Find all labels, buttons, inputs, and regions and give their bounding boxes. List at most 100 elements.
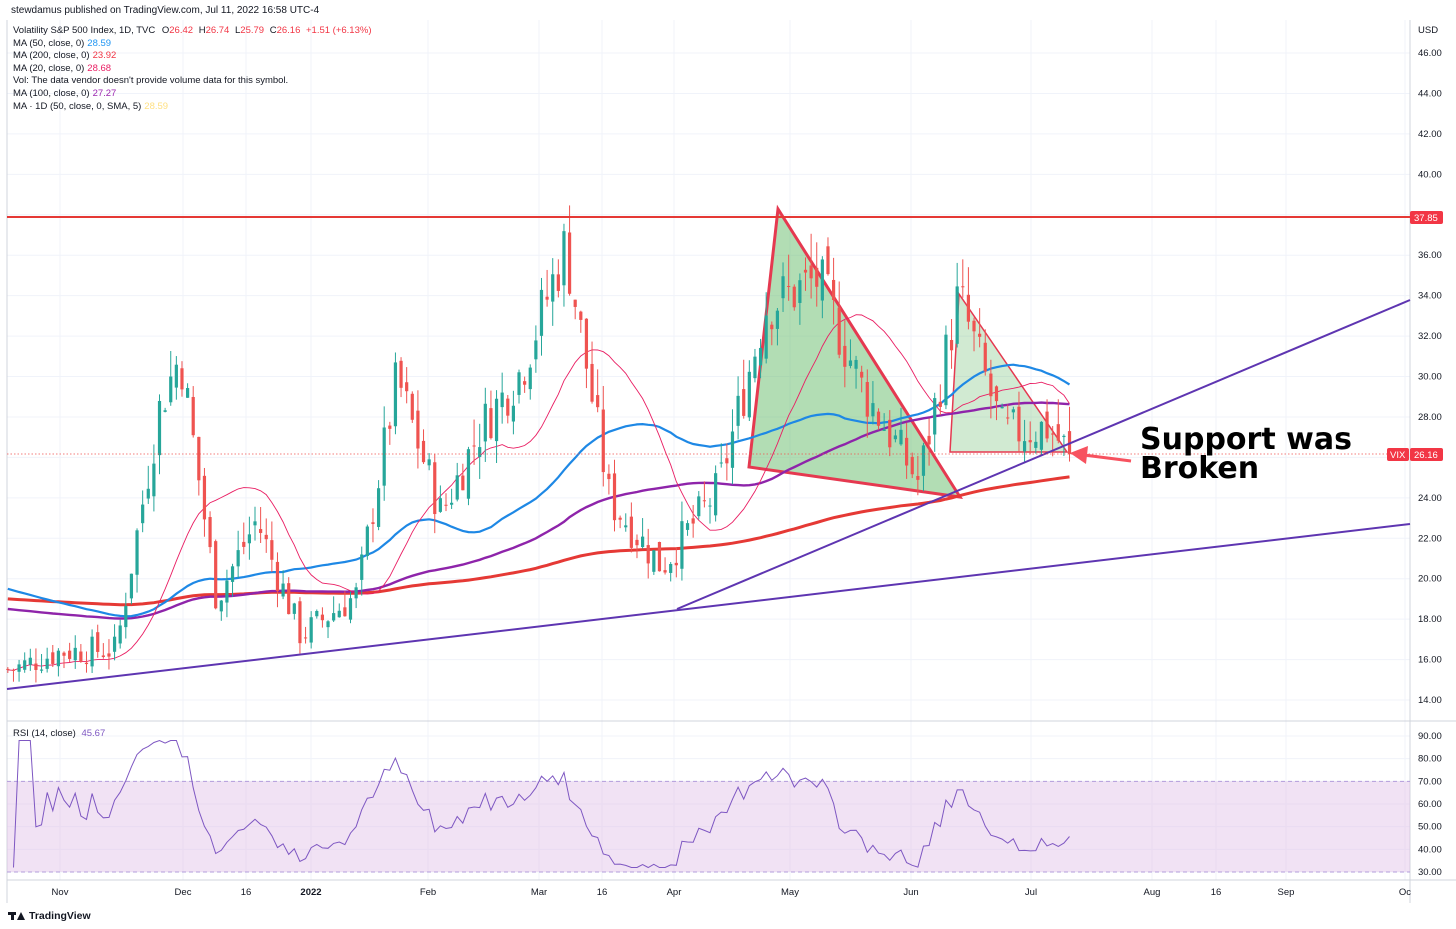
- candle-body: [1028, 440, 1032, 443]
- candle-body: [455, 475, 459, 500]
- candle-body: [219, 600, 223, 612]
- candle-body: [854, 359, 858, 369]
- price-tick-label: 30.00: [1418, 372, 1442, 383]
- rsi-legend[interactable]: RSI (14, close) 45.67: [13, 728, 105, 739]
- candle-body: [831, 279, 836, 301]
- candle-body: [685, 523, 690, 530]
- publisher-line: stewdamus published on TradingView.com, …: [11, 5, 320, 16]
- rsi-line: [13, 739, 1070, 869]
- rsi-tick-label: 60.00: [1418, 799, 1442, 810]
- candle-body: [281, 583, 285, 597]
- candle-body: [214, 541, 218, 609]
- price-tick-label: 28.00: [1418, 412, 1442, 423]
- time-tick-label: Feb: [420, 887, 436, 898]
- candle-body: [388, 425, 392, 429]
- candle-body: [927, 435, 931, 445]
- candle-body: [326, 621, 330, 628]
- candle-body: [124, 605, 128, 628]
- candle-body: [309, 617, 313, 643]
- rsi-axis[interactable]: 90.00 80.00 70.00 60.00 50.00 40.00 30.00: [1418, 731, 1442, 878]
- ma-100-line: [7, 401, 1070, 620]
- candle-body: [545, 296, 549, 300]
- candle-body: [376, 488, 381, 527]
- candle-body: [332, 613, 336, 621]
- candle-body: [101, 655, 105, 657]
- indicator-row-ma20[interactable]: MA (20, close, 0) 28.68: [13, 63, 372, 76]
- candle-body: [405, 382, 409, 392]
- tv-logo-icon: [8, 912, 25, 920]
- candle-body: [169, 376, 173, 403]
- candle-body: [180, 368, 184, 390]
- price-tick-label: 40.00: [1418, 169, 1442, 180]
- candle-body: [753, 356, 757, 379]
- time-tick-label: Jul: [1025, 887, 1037, 898]
- rsi-tick-label: 30.00: [1418, 867, 1442, 878]
- candle-body: [764, 315, 768, 359]
- candle-body: [556, 274, 560, 291]
- candle-body: [135, 530, 139, 575]
- candle-body: [163, 410, 167, 412]
- triangle-pattern-1[interactable]: [747, 204, 964, 499]
- rsi-value: 45.67: [81, 728, 106, 739]
- indicator-label: MA · 1D (50, close, 0, SMA, 5): [13, 100, 142, 112]
- candle-body: [90, 636, 94, 667]
- candle-body: [56, 650, 60, 667]
- close-label: C: [269, 25, 277, 36]
- indicator-row-vol[interactable]: Vol: The data vendor doesn't provide vol…: [13, 75, 372, 88]
- candle-body: [28, 657, 32, 665]
- candle-body: [11, 669, 16, 671]
- candle-body: [697, 496, 701, 517]
- trendline-upper[interactable]: [676, 299, 1411, 610]
- price-tick-label: 42.00: [1418, 129, 1442, 140]
- candle-body: [725, 458, 729, 464]
- ma-200-line: [7, 475, 1070, 607]
- candle-body: [899, 429, 903, 445]
- svg-text:VIX: VIX: [1390, 450, 1406, 461]
- time-axis[interactable]: Nov Dec 16 2022 Feb Mar 16 Apr May Jun Jul Aug 16 Sep…: [52, 887, 1412, 898]
- candle-body: [343, 607, 347, 617]
- candle-body: [826, 246, 830, 275]
- indicator-row-ma200[interactable]: MA (200, close, 0) 23.92: [13, 50, 372, 63]
- candle-body: [393, 362, 398, 427]
- price-tick-label: 14.00: [1418, 695, 1442, 706]
- candle-body: [185, 388, 190, 398]
- indicator-label: MA (20, close, 0): [13, 62, 85, 74]
- trendline-lower[interactable]: [6, 523, 1411, 690]
- candle-body: [68, 650, 72, 659]
- indicator-row-ma50[interactable]: MA (50, close, 0) 28.59: [13, 38, 372, 51]
- candle-body: [96, 632, 100, 652]
- candle-body: [472, 445, 476, 447]
- rsi-label: RSI (14, close): [13, 728, 76, 739]
- currency-label: USD: [1418, 25, 1438, 36]
- candle-body: [523, 381, 527, 385]
- candle-body: [494, 398, 499, 442]
- candle-body: [905, 437, 909, 466]
- candle-body: [601, 409, 605, 473]
- resistance-price-label: 37.85: [1410, 211, 1443, 224]
- symbol-legend-row[interactable]: Volatility S&P 500 Index, 1D, TVC O26.42…: [13, 25, 372, 38]
- tradingview-logo[interactable]: TradingView: [8, 910, 91, 922]
- candle-body: [112, 636, 117, 652]
- candle-body: [360, 554, 364, 580]
- time-tick-label: Sep: [1278, 887, 1295, 898]
- rsi-band: [7, 781, 1410, 872]
- indicator-row-ma-1d[interactable]: MA · 1D (50, close, 0, SMA, 5) 28.59: [13, 101, 372, 114]
- candle-body: [747, 371, 751, 418]
- candle-body: [1006, 417, 1010, 419]
- candle-body: [1062, 435, 1066, 438]
- candle-body: [579, 311, 583, 320]
- indicator-value: 27.27: [92, 87, 117, 99]
- candle-body: [371, 522, 375, 524]
- arrow-annotation[interactable]: [1070, 446, 1132, 464]
- price-axis[interactable]: 46.0044.0042.0040.0038.0036.0034.0032.00…: [1418, 48, 1442, 706]
- candle-body: [146, 488, 150, 499]
- candlesticks: [6, 205, 1072, 683]
- support-broken-annotation[interactable]: Support was Broken: [1140, 425, 1352, 484]
- candle-body: [708, 505, 712, 507]
- indicator-row-ma100[interactable]: MA (100, close, 0) 27.27: [13, 88, 372, 101]
- candle-body: [646, 545, 650, 564]
- candle-body: [315, 611, 319, 617]
- candle-body: [129, 573, 134, 599]
- time-tick-label: Nov: [52, 887, 69, 898]
